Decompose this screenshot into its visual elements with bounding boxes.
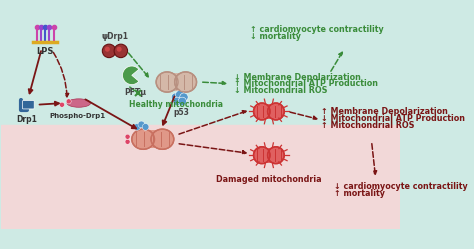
- Ellipse shape: [67, 99, 91, 107]
- Ellipse shape: [254, 147, 270, 164]
- Circle shape: [125, 139, 130, 144]
- Ellipse shape: [151, 129, 174, 149]
- Text: ↓ Membrane Depolarization: ↓ Membrane Depolarization: [234, 73, 360, 82]
- Circle shape: [117, 47, 122, 52]
- Circle shape: [142, 124, 149, 130]
- Text: p53: p53: [173, 108, 189, 117]
- Bar: [167, 73, 186, 91]
- Ellipse shape: [175, 72, 197, 92]
- Circle shape: [125, 134, 130, 139]
- Text: Damaged mitochondria: Damaged mitochondria: [216, 175, 322, 185]
- Text: Healthy mitochondria: Healthy mitochondria: [129, 100, 223, 109]
- Ellipse shape: [268, 103, 284, 120]
- Text: Drp1: Drp1: [16, 115, 37, 124]
- Ellipse shape: [156, 72, 178, 92]
- Ellipse shape: [268, 147, 284, 164]
- Circle shape: [102, 44, 116, 58]
- Text: ↑ Mitochondrial ATP Production: ↑ Mitochondrial ATP Production: [234, 79, 378, 88]
- Wedge shape: [122, 66, 139, 85]
- Text: ↑ Mitochondrial ROS: ↑ Mitochondrial ROS: [321, 121, 415, 130]
- Circle shape: [59, 102, 64, 107]
- FancyBboxPatch shape: [22, 101, 34, 109]
- Circle shape: [173, 97, 182, 106]
- Circle shape: [114, 44, 128, 58]
- Text: ψDrp1: ψDrp1: [101, 32, 128, 41]
- Bar: [113, 49, 117, 53]
- Ellipse shape: [132, 129, 155, 149]
- Circle shape: [134, 124, 140, 130]
- Text: ↓ mortality: ↓ mortality: [249, 32, 301, 41]
- Text: ↓ Mitochondrial ATP Production: ↓ Mitochondrial ATP Production: [321, 114, 465, 123]
- Circle shape: [175, 90, 184, 99]
- Bar: [1, 125, 400, 229]
- Text: ↓ cardiomyocyte contractility: ↓ cardiomyocyte contractility: [335, 182, 468, 191]
- Circle shape: [138, 121, 145, 128]
- Circle shape: [178, 97, 186, 106]
- Bar: [143, 130, 163, 148]
- Text: ↓ Mitochondrial ROS: ↓ Mitochondrial ROS: [234, 86, 327, 95]
- Bar: [1, 20, 400, 125]
- Circle shape: [171, 93, 180, 101]
- Circle shape: [105, 47, 110, 52]
- Ellipse shape: [254, 103, 270, 120]
- Text: Phospho-Drp1: Phospho-Drp1: [49, 113, 105, 119]
- Circle shape: [180, 93, 188, 101]
- Text: ↑ cardiomyocyte contractility: ↑ cardiomyocyte contractility: [249, 25, 383, 34]
- Text: ↑ mortality: ↑ mortality: [335, 189, 385, 198]
- Bar: [262, 104, 276, 119]
- Text: ↑ Membrane Depolarization: ↑ Membrane Depolarization: [321, 107, 448, 116]
- Text: PFTμ: PFTμ: [124, 88, 146, 97]
- Circle shape: [66, 99, 71, 104]
- Bar: [262, 148, 276, 163]
- Text: LPS: LPS: [36, 47, 54, 56]
